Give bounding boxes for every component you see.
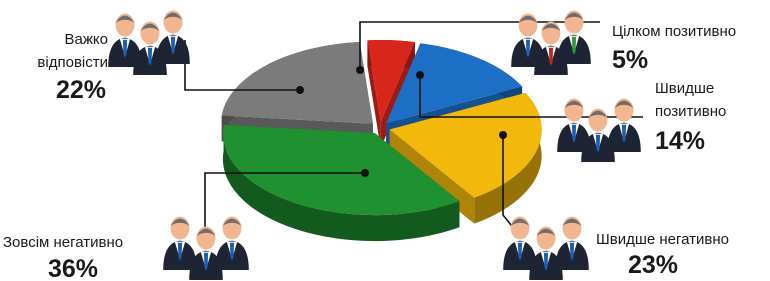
callout-dot [296, 86, 304, 94]
people-icon [511, 10, 591, 75]
people-icon [163, 216, 249, 280]
value-label: 22% [56, 76, 106, 105]
value-label: 14% [655, 127, 705, 156]
value-label: 36% [48, 255, 98, 281]
people-icon [557, 98, 641, 162]
category-label: Зовсім негативно [3, 231, 148, 254]
value-label: 5% [612, 46, 648, 75]
callout-dot [361, 169, 369, 177]
slice [222, 42, 373, 124]
chart: Цілком позитивно 5%Швидше позитивно 14% Шви… [0, 0, 770, 281]
category-label: Цілком позитивно [612, 20, 762, 43]
people-icon [108, 10, 190, 75]
value-label: 23% [628, 251, 678, 280]
callout-dot [356, 66, 364, 74]
callout-dot [416, 71, 424, 79]
callout-dot [499, 131, 507, 139]
category-label: Важко відповісти [28, 28, 108, 74]
category-label: Швидше позитивно [655, 77, 745, 123]
people-icon [503, 216, 589, 280]
category-label: Швидше негативно [596, 228, 770, 251]
